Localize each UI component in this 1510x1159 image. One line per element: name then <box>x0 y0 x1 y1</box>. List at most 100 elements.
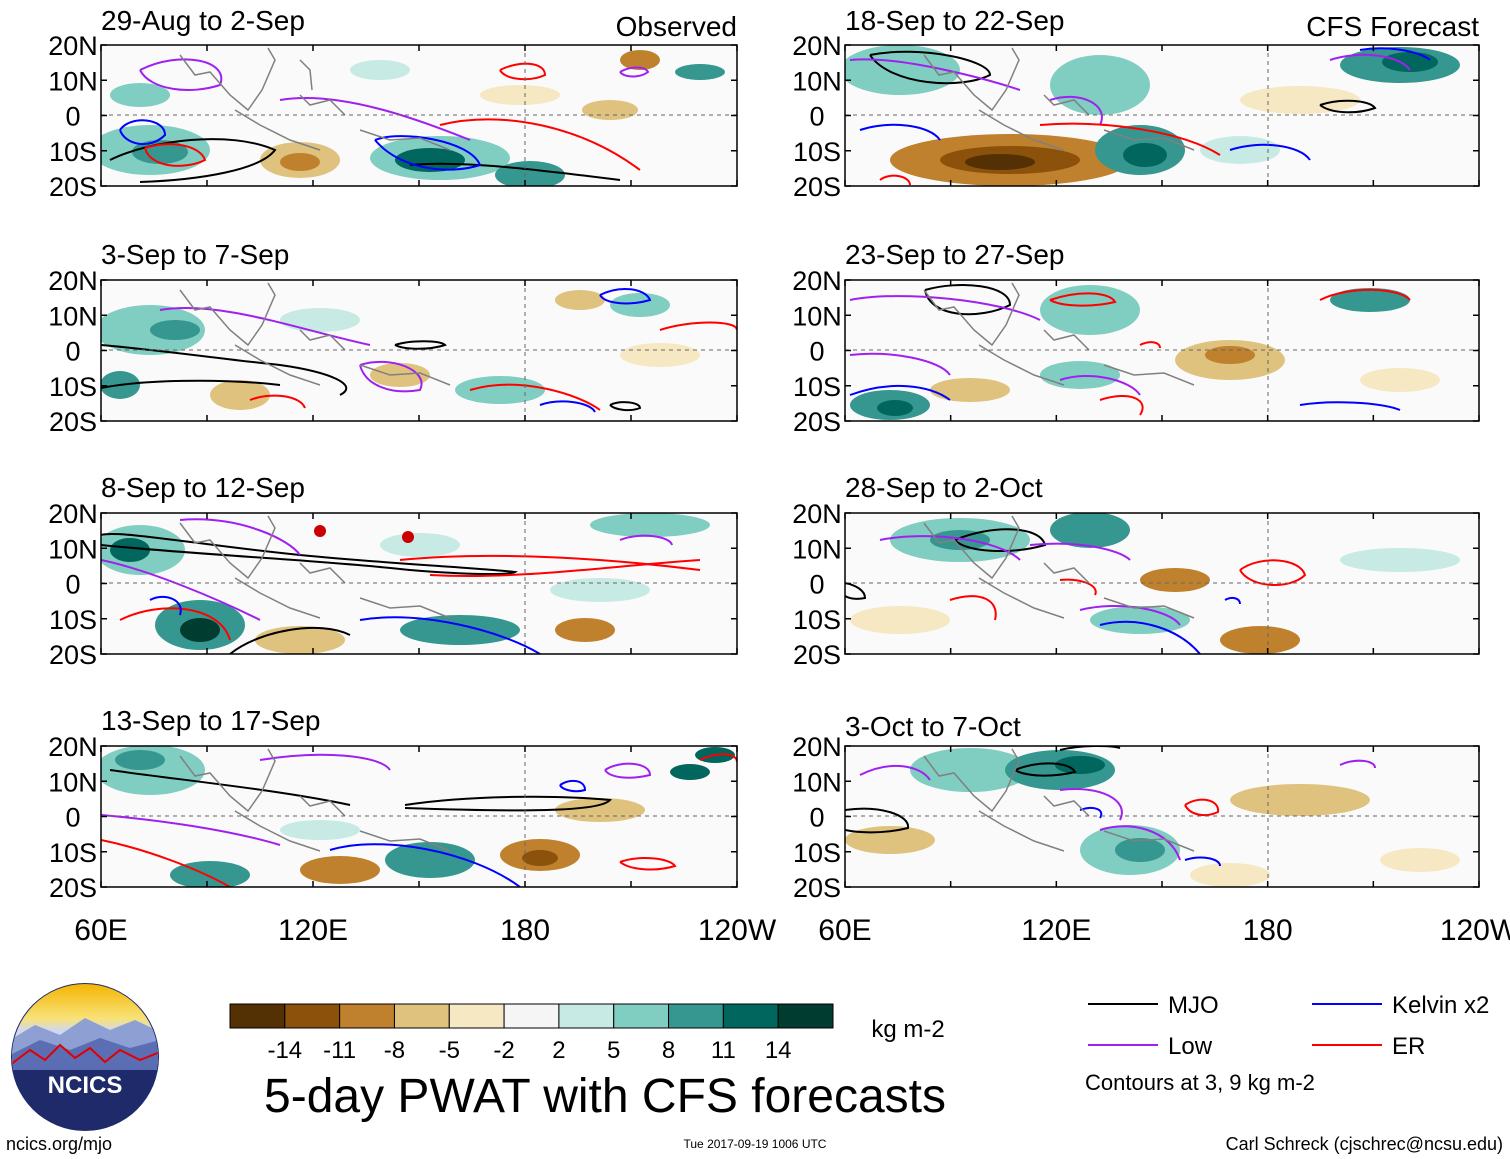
colorbar-swatch <box>668 1003 724 1029</box>
colorbar-swatch <box>229 1003 286 1029</box>
latitude-label: 20N <box>48 31 98 61</box>
latitude-label: 20N <box>48 732 98 762</box>
colorbar-tick-label: 14 <box>765 1037 792 1064</box>
legend: MJO Kelvin x2 Low ER Contours at 3, 9 kg… <box>1085 992 1489 1095</box>
latitude-label: 20S <box>49 873 97 903</box>
legend-label-kelvin: Kelvin x2 <box>1392 992 1489 1019</box>
latitude-label: 10S <box>49 137 97 167</box>
latitude-label: 20S <box>793 640 841 670</box>
panel-date-label: 3-Oct to 7-Oct <box>845 711 1021 742</box>
colorbar-tick-label: 5 <box>607 1037 620 1064</box>
legend-label-low: Low <box>1168 1033 1213 1060</box>
colorbar-swatch <box>448 1003 505 1029</box>
colorbar-tick-label: 11 <box>711 1037 736 1064</box>
latitude-label: 20N <box>792 31 842 61</box>
latitude-label: 0 <box>809 337 824 367</box>
forecast-panel: 23-Sep to 27-Sep <box>844 239 1480 422</box>
latitude-label: 10S <box>793 605 841 635</box>
coastlines <box>179 748 451 852</box>
latitude-label: 0 <box>809 803 824 833</box>
colorbar-swatch <box>339 1003 395 1029</box>
panel-date-label: 8-Sep to 12-Sep <box>101 472 305 503</box>
forecast-panel: 3-Oct to 7-Oct <box>844 711 1480 888</box>
legend-label-mjo: MJO <box>1168 992 1219 1019</box>
wave-contours <box>849 47 1431 186</box>
colorbar-swatch <box>393 1003 450 1029</box>
forecast-panel: 18-Sep to 22-Sep CFS Forecast <box>844 5 1480 187</box>
pwat-anomaly-shading <box>845 45 1460 186</box>
colorbar-tick-label: -2 <box>493 1037 514 1064</box>
latitude-label: 10N <box>792 534 842 564</box>
forecast-panel: 28-Sep to 2-Oct <box>844 472 1480 655</box>
longitude-label: 120W <box>1440 914 1510 947</box>
latitude-label: 20S <box>793 873 841 903</box>
figure-title: 5-day PWAT with CFS forecasts <box>264 1070 946 1123</box>
longitude-label: 60E <box>818 914 871 947</box>
latitude-label: 10N <box>48 534 98 564</box>
latitude-label: 20N <box>48 499 98 529</box>
coastlines <box>923 748 1195 852</box>
observed-panel: 29-Aug to 2-Sep Observed <box>100 5 738 187</box>
latitude-label: 10S <box>793 372 841 402</box>
latitude-label: 20N <box>792 499 842 529</box>
observed-panel: 13-Sep to 17-Sep <box>100 705 738 888</box>
colorbar-swatch <box>722 1003 779 1029</box>
colorbar-tick-label: -11 <box>323 1037 356 1064</box>
latitude-label: 0 <box>809 570 824 600</box>
typhoon-marker <box>314 525 414 543</box>
longitude-labels: 60E 120E 180 120W 60E 120E 180 120W <box>74 914 1510 947</box>
observed-panel: 3-Sep to 7-Sep <box>100 239 738 422</box>
legend-note: Contours at 3, 9 kg m-2 <box>1085 1070 1315 1095</box>
latitude-label: 10N <box>48 301 98 331</box>
latitude-label: 10S <box>49 838 97 868</box>
panel-date-label: 3-Sep to 7-Sep <box>101 239 289 270</box>
colorbar-tick-labels: -14 -11 -8 -5 -2 2 5 8 11 14 <box>267 1037 791 1064</box>
latitude-label: 0 <box>65 803 80 833</box>
coastlines <box>923 47 1195 151</box>
panel-date-label: 23-Sep to 27-Sep <box>845 239 1065 270</box>
coastlines <box>179 515 451 619</box>
longitude-label: 120E <box>278 914 348 947</box>
latitude-label: 20N <box>48 266 98 296</box>
colorbar-swatch <box>777 1003 834 1029</box>
latitude-labels: 20N 10N 0 10S 20S 20N 10N 0 10S 20S 20N 10N 0 10S 20S 2… <box>48 31 1480 903</box>
coastlines <box>923 282 1195 386</box>
pwat-anomaly-shading <box>850 513 1460 654</box>
latitude-label: 20N <box>792 732 842 762</box>
panel-date-label: 13-Sep to 17-Sep <box>101 705 321 736</box>
panel-date-label: 28-Sep to 2-Oct <box>845 472 1043 503</box>
panel-date-label: 18-Sep to 22-Sep <box>845 5 1065 36</box>
longitude-label: 180 <box>1243 914 1293 947</box>
colorbar-swatches <box>229 1003 834 1029</box>
longitude-label: 60E <box>74 914 127 947</box>
latitude-label: 20S <box>49 407 97 437</box>
colorbar-swatch <box>613 1003 670 1029</box>
latitude-label: 10N <box>48 767 98 797</box>
latitude-label: 10S <box>793 137 841 167</box>
footer-url: ncics.org/mjo <box>6 1134 112 1154</box>
longitude-label: 120E <box>1021 914 1091 947</box>
latitude-label: 0 <box>65 337 80 367</box>
footer-timestamp: Tue 2017-09-19 1006 UTC <box>684 1137 827 1151</box>
colorbar-tick-label: 2 <box>552 1037 565 1064</box>
latitude-label: 10S <box>49 605 97 635</box>
colorbar-swatch <box>503 1003 560 1029</box>
latitude-label: 20S <box>49 172 97 202</box>
latitude-label: 10N <box>792 301 842 331</box>
colorbar-tick-label: -8 <box>384 1037 405 1064</box>
pwat-anomaly-shading <box>101 513 710 654</box>
wave-contours <box>101 288 737 413</box>
latitude-label: 0 <box>65 102 80 132</box>
wave-contours <box>101 753 737 887</box>
wave-contours <box>109 58 650 183</box>
coastlines <box>179 282 451 386</box>
colorbar-tick-label: 8 <box>662 1037 675 1064</box>
observed-header: Observed <box>616 11 737 42</box>
latitude-label: 20S <box>49 640 97 670</box>
logo-text: NCICS <box>48 1072 123 1099</box>
pwat-anomaly-shading <box>101 746 735 887</box>
latitude-label: 20S <box>793 172 841 202</box>
latitude-label: 0 <box>809 102 824 132</box>
wave-contours <box>845 746 1376 867</box>
